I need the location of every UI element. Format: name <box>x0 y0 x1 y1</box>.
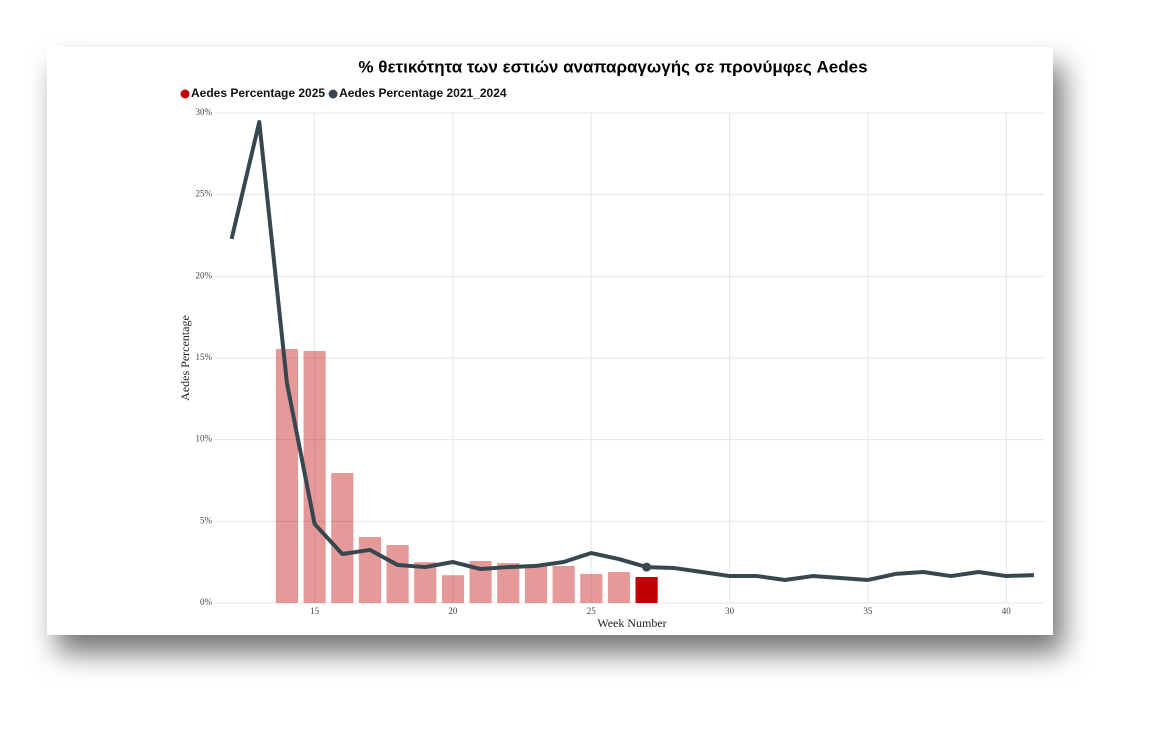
y-tick-label: 30% <box>196 107 213 117</box>
x-tick-label: 20 <box>448 606 458 616</box>
bar <box>331 472 354 603</box>
x-axis-title: Week Number <box>597 616 666 630</box>
legend-marker <box>328 89 338 99</box>
bar <box>414 562 437 603</box>
bar <box>580 573 603 603</box>
legend-label: Aedes Percentage 2025 <box>191 86 325 100</box>
y-tick-label: 10% <box>196 434 213 444</box>
x-tick-label: 15 <box>310 606 320 616</box>
bar <box>552 565 575 603</box>
bar <box>441 575 464 603</box>
bar <box>303 350 326 603</box>
bar <box>469 561 492 603</box>
y-tick-label: 0% <box>200 597 213 607</box>
y-tick-label: 15% <box>196 352 213 362</box>
bar <box>386 545 409 603</box>
point <box>642 562 652 572</box>
y-tick-label: 5% <box>200 515 213 525</box>
bar <box>607 571 630 603</box>
x-tick-label: 35 <box>863 606 873 616</box>
chart-title: % θετικότητα των εστιών αναπαραγωγής σε … <box>358 57 867 76</box>
x-tick-label: 40 <box>1002 606 1012 616</box>
bar <box>358 537 381 603</box>
legend-label: Aedes Percentage 2021_2024 <box>339 86 507 100</box>
line <box>229 119 1035 582</box>
bar <box>497 562 520 603</box>
y-tick-label: 20% <box>196 270 213 280</box>
y-axis-title: Aedes Percentage <box>178 315 192 401</box>
x-tick-label: 30 <box>725 606 735 616</box>
y-tick-label: 25% <box>196 189 213 199</box>
legend-marker <box>180 89 190 99</box>
bar <box>635 577 658 603</box>
bar <box>524 564 547 603</box>
card <box>47 47 1053 635</box>
x-tick-label: 25 <box>587 606 597 616</box>
